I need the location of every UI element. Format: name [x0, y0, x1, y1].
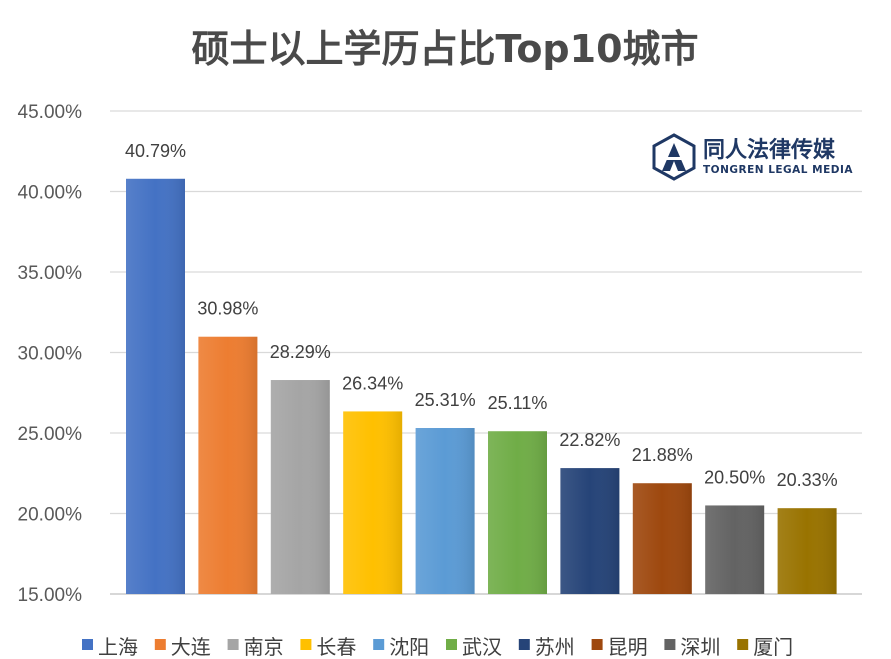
logo-icon [652, 133, 696, 181]
bar-shading [198, 336, 258, 594]
bar-shading [270, 380, 330, 594]
legend-label: 武汉 [462, 635, 502, 659]
legend: 上海 大连 南京 长春 沈阳 武汉 苏州 昆明 深圳 厦门 [82, 635, 793, 659]
data-label: 21.88% [632, 445, 693, 465]
bar-shading [705, 505, 765, 594]
y-tick-label: 35.00% [18, 263, 83, 284]
legend-label: 深圳 [680, 635, 720, 659]
bar-shading [126, 178, 185, 594]
legend-label: 苏州 [535, 635, 575, 659]
bar-shading [488, 431, 547, 594]
bar-shading [343, 411, 403, 594]
y-tick-label: 15.00% [18, 585, 83, 606]
watermark-name-en: TONGREN LEGAL MEDIA [703, 164, 853, 176]
bars [126, 178, 837, 594]
data-label: 25.31% [415, 390, 476, 410]
y-tick-label: 40.00% [18, 183, 83, 204]
bar-shading [560, 468, 620, 594]
bar-shading [777, 508, 837, 594]
legend-label: 昆明 [608, 635, 648, 659]
y-tick-label: 30.00% [18, 344, 83, 365]
legend-label: 长春 [316, 635, 356, 659]
y-tick-label: 20.00% [18, 505, 83, 526]
data-label: 22.82% [559, 430, 620, 450]
legend-swatch [154, 639, 166, 650]
watermark-name: 同人法律传媒 [703, 137, 836, 163]
legend-swatch [518, 639, 530, 650]
legend-swatch [446, 639, 457, 650]
legend-label: 南京 [244, 635, 284, 659]
legend-label: 上海 [98, 635, 138, 659]
data-labels: 40.79% 30.98% 28.29% 26.34% 25.31% 25.11% 22.8… [125, 141, 838, 490]
data-label: 40.79% [125, 141, 186, 161]
legend-swatch [82, 639, 93, 650]
legend-swatch [591, 639, 603, 650]
legend-swatch [664, 639, 676, 650]
y-tick-label: 25.00% [18, 424, 83, 445]
chart-title: 硕士以上学历占比Top10城市 [191, 27, 698, 71]
data-label: 25.11% [488, 393, 548, 413]
y-tick-label: 45.00% [18, 102, 83, 123]
data-label: 26.34% [342, 373, 403, 393]
legend-label: 大连 [171, 635, 211, 659]
legend-label: 沈阳 [389, 635, 429, 659]
bar-shading [415, 428, 475, 594]
data-label: 20.50% [704, 467, 765, 487]
legend-swatch [227, 639, 239, 650]
legend-swatch [737, 639, 749, 650]
legend-label: 厦门 [753, 635, 793, 659]
legend-swatch [373, 639, 385, 650]
data-label: 20.33% [777, 470, 838, 490]
y-axis-ticks: 15.00% 20.00% 25.00% 30.00% 35.00% 40.00% 45.0… [18, 102, 83, 606]
data-label: 28.29% [270, 342, 331, 362]
legend-swatch [300, 639, 312, 650]
bar-shading [632, 483, 692, 594]
data-label: 30.98% [197, 299, 258, 319]
watermark: 同人法律传媒 TONGREN LEGAL MEDIA [652, 133, 853, 181]
